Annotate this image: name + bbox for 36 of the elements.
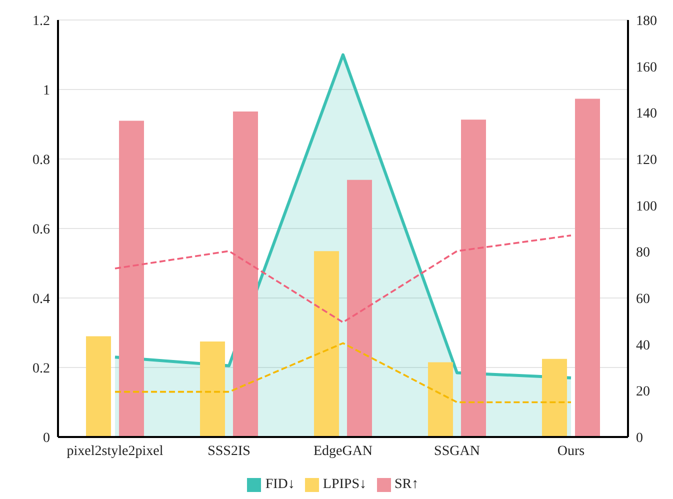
bar [461,120,486,437]
y2-tick-label: 140 [636,106,657,122]
x-tick-label: EdgeGAN [313,444,373,459]
bar [575,98,600,437]
x-tick-label: Ours [557,444,585,459]
y2-tick-label: 40 [636,338,650,354]
legend-label: LPIPS↓ [322,477,366,492]
y2-tick-label: 60 [636,292,650,307]
y2-tick-label: 180 [636,14,657,29]
legend-label: SR↑ [394,477,419,492]
x-tick-label: SSS2IS [208,444,250,459]
line-series [114,234,572,324]
y-tick-label: 0 [43,430,50,446]
x-tick-label: SSGAN [434,444,480,459]
y2-tick-label: 20 [636,384,650,400]
y-tick-label: 0.6 [32,222,50,238]
x-tick-label: pixel2style2pixel [66,444,164,459]
y-tick-label: 1 [43,83,50,98]
bar [428,362,453,437]
y2-tick-label: 0 [636,430,643,446]
bar [200,341,225,437]
y-tick-label: 0.4 [32,292,50,307]
bar [233,112,258,437]
bar [119,120,144,437]
y2-tick-label: 120 [636,152,657,168]
legend-label: FID↓ [265,477,295,492]
y2-tick-label: 80 [636,246,650,261]
y-tick-label: 0.2 [32,361,50,376]
y-tick-label: 1.2 [32,14,50,29]
y2-tick-label: 100 [636,199,657,214]
bar [314,251,339,437]
bar [347,180,372,437]
y2-tick-label: 160 [636,60,657,76]
bar [86,336,111,437]
y-tick-label: 0.8 [32,152,50,168]
bar [542,358,567,437]
